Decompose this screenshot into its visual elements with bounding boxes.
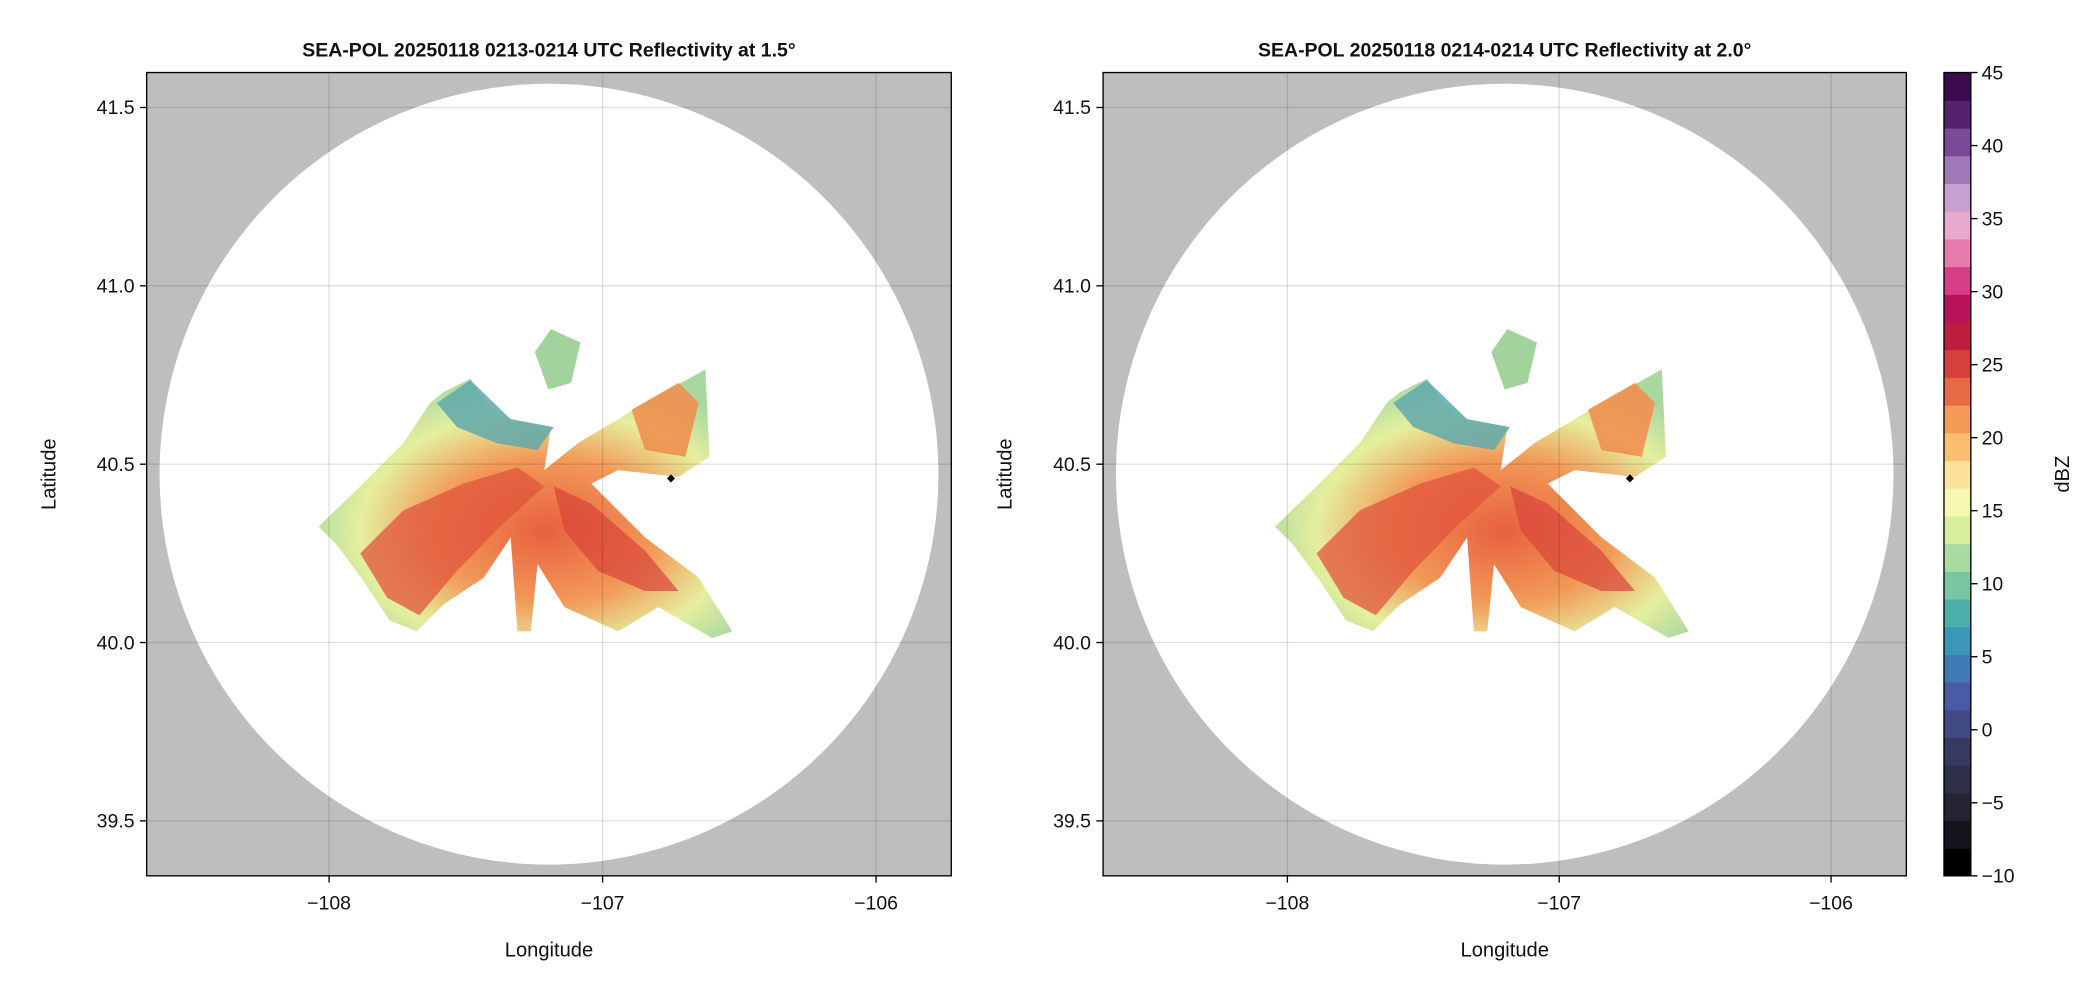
- colorbar-tick-label: 40: [1982, 135, 2004, 157]
- colorbar-bin: [1943, 848, 1971, 877]
- colorbar-bin: [1943, 100, 1971, 129]
- colorbar-bin: [1943, 488, 1971, 517]
- y-tick-label: 41.0: [1053, 276, 1091, 298]
- colorbar-tick-label: −10: [1982, 866, 2015, 888]
- colorbar-tick-label: 0: [1982, 719, 1993, 741]
- colorbar-tick-label: 30: [1982, 281, 2004, 303]
- chart-title: SEA-POL 20250118 0214-0214 UTC Reflectiv…: [1258, 39, 1751, 61]
- x-tick-label: −107: [581, 892, 625, 914]
- colorbar-tick-label: 20: [1982, 427, 2004, 449]
- y-tick-label: 41.0: [97, 276, 135, 298]
- y-tick-label: 39.5: [97, 811, 135, 833]
- colorbar: −10 −5 0 5 10 15 20 25 30 35 40 45 dBZ: [1943, 62, 2074, 888]
- colorbar-bin: [1943, 681, 1971, 711]
- x-tick-label: −106: [1809, 892, 1853, 914]
- x-tick-label: −108: [307, 892, 351, 914]
- colorbar-bin: [1943, 515, 1971, 545]
- colorbar-bin: [1943, 737, 1971, 766]
- y-tick-label: 41.5: [97, 97, 135, 119]
- x-axis-label: Longitude: [505, 939, 593, 961]
- plot: −108 −107 −106 39.5 40.0 40.5 41.0 41.5 SEA-POL …: [995, 39, 1908, 961]
- y-tick-label: 40.0: [97, 632, 135, 654]
- colorbar-bin: [1943, 294, 1971, 323]
- colorbar-bin: [1943, 543, 1971, 572]
- colorbar-tick-label: 5: [1982, 646, 1993, 668]
- y-tick-label: 40.0: [1053, 632, 1091, 654]
- y-tick-label: 40.5: [1053, 454, 1091, 476]
- colorbar-bin: [1943, 626, 1971, 655]
- colorbar-bin: [1943, 321, 1971, 351]
- colorbar-bin: [1943, 571, 1971, 600]
- chart-title: SEA-POL 20250118 0213-0214 UTC Reflectiv…: [302, 39, 795, 61]
- x-tick-label: −106: [854, 892, 898, 914]
- colorbar-bin: [1943, 127, 1971, 157]
- location-marker: [1625, 474, 1634, 483]
- y-axis-label: Latitude: [995, 438, 1017, 510]
- plot-frame: [1102, 71, 1908, 877]
- colorbar-bin: [1943, 72, 1971, 101]
- y-tick-label: 40.5: [97, 454, 135, 476]
- colorbar-label: dBZ: [2052, 456, 2074, 493]
- colorbar-bin: [1943, 460, 1971, 489]
- colorbar-bin: [1943, 377, 1971, 406]
- y-axis-label: Latitude: [38, 438, 60, 510]
- colorbar-bin: [1943, 820, 1971, 849]
- colorbar-tick-label: 35: [1982, 208, 2004, 230]
- colorbar-bin: [1943, 709, 1971, 738]
- colorbar-bin: [1943, 155, 1971, 185]
- colorbar-tick-label: 45: [1982, 62, 2004, 84]
- plot-frame: [145, 71, 952, 877]
- x-tick-label: −108: [1265, 892, 1309, 914]
- colorbar-bin: [1943, 792, 1971, 822]
- y-tick-label: 41.5: [1053, 97, 1091, 119]
- y-tick-label: 39.5: [1053, 811, 1091, 833]
- colorbar-bin: [1943, 211, 1971, 240]
- colorbar-tick-label: 10: [1982, 573, 2004, 595]
- colorbar-tick-label: 25: [1982, 354, 2004, 376]
- colorbar-tick-label: 15: [1982, 500, 2004, 522]
- plot: −108 −107 −106 39.5 40.0 40.5 41.0 41.5 SEA-POL …: [38, 39, 952, 961]
- colorbar-bin: [1943, 349, 1971, 378]
- colorbar-tick-label: −5: [1982, 793, 2004, 815]
- colorbar-bin: [1943, 598, 1971, 628]
- colorbar-bin: [1943, 238, 1971, 268]
- x-tick-label: −107: [1537, 892, 1581, 914]
- colorbar-frame: [1943, 71, 1972, 877]
- colorbar-bin: [1943, 404, 1971, 434]
- colorbar-bin: [1943, 765, 1971, 794]
- colorbar-bin: [1943, 183, 1971, 212]
- colorbar-bin: [1943, 432, 1971, 462]
- colorbar-bin: [1943, 654, 1971, 683]
- x-axis-label: Longitude: [1461, 939, 1549, 961]
- colorbar-bin: [1943, 266, 1971, 295]
